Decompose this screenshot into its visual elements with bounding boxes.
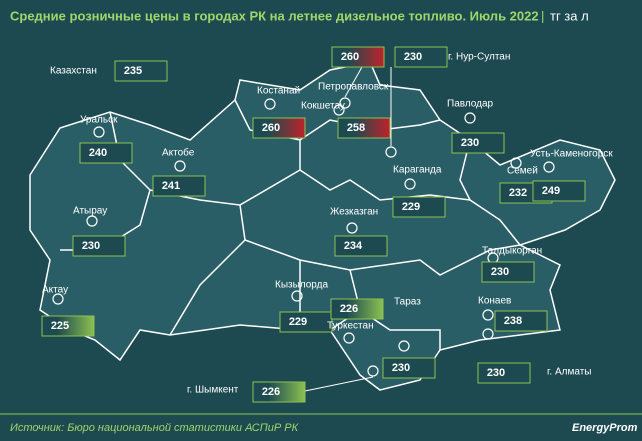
city-marker [404, 178, 416, 190]
source: Источник: Бюро национальной статистики А… [10, 422, 299, 434]
city-name: Актау [42, 285, 68, 296]
city-name: Семей [507, 166, 538, 177]
city-marker [464, 112, 476, 124]
price-box [114, 60, 168, 82]
price-box [481, 261, 535, 283]
city-name: Талдыкорган [482, 246, 542, 257]
city-name: Актобе [162, 147, 195, 159]
city-name: Туркестан [327, 321, 374, 332]
city-marker [93, 126, 105, 138]
price-value: 258 [347, 122, 365, 134]
city-name: Конаев [478, 296, 511, 307]
city-name: г. Шымкент [187, 385, 239, 396]
price-value: 249 [542, 185, 560, 197]
city-marker [367, 365, 379, 377]
city-marker [174, 160, 186, 172]
price-box [382, 357, 436, 379]
title-divider: | [541, 8, 544, 23]
city-name: Караганда [393, 165, 442, 176]
price-value: 225 [51, 320, 69, 332]
price-value: 230 [461, 137, 479, 149]
unit: тг за л [550, 8, 589, 23]
city-marker [339, 97, 351, 109]
city-name: Павлодар [447, 99, 494, 110]
price-box [79, 142, 133, 164]
city-name: Кызылорда [275, 280, 328, 291]
price-box [41, 315, 95, 337]
price-box [279, 311, 333, 333]
price-box [337, 117, 391, 139]
city-name: г. Алматы [547, 367, 591, 378]
city-marker [52, 293, 64, 305]
city-name: Атырау [73, 206, 107, 217]
price-box [334, 235, 388, 257]
city-marker [291, 290, 303, 302]
price-value: 260 [341, 51, 359, 63]
city-name: Жезказган [330, 207, 378, 218]
leader-line [344, 66, 363, 98]
city-name: Тараз [394, 297, 421, 308]
price-box [331, 46, 385, 68]
price-value: 232 [509, 187, 527, 199]
title: Средние розничные цены в городах РК на л… [10, 8, 539, 23]
city-marker [398, 340, 410, 352]
city-name: Усть-Каменогорск [530, 149, 613, 160]
price-value: 230 [487, 367, 505, 379]
city-name: Костанай [257, 86, 300, 97]
city-marker [482, 328, 494, 340]
price-value: 230 [392, 362, 410, 374]
city-name: Казахстан [50, 66, 97, 77]
city-name: Уральск [80, 115, 118, 126]
price-value: 238 [504, 315, 522, 327]
cities: Казахстан 235 Уральск 240 Актобе 241 Атырау 230… [41, 46, 613, 403]
price-box [394, 46, 448, 68]
city-name: г. Нур-Султан [448, 52, 510, 63]
price-box [451, 132, 505, 154]
leader-line [304, 376, 374, 392]
logo: EnergyProm [572, 422, 638, 434]
price-value: 260 [262, 122, 280, 134]
city-marker [543, 161, 555, 173]
price-value: 241 [162, 180, 180, 192]
price-box [532, 180, 586, 202]
price-box [330, 298, 384, 320]
price-box [252, 117, 306, 139]
city-marker [264, 98, 276, 110]
price-box [477, 362, 531, 384]
price-value: 230 [82, 240, 100, 252]
price-value: 226 [262, 386, 280, 398]
price-value: 226 [340, 303, 358, 315]
city-marker [86, 215, 98, 227]
city-marker [333, 104, 345, 116]
city-marker [482, 309, 494, 321]
price-box [252, 381, 306, 403]
price-value: 230 [491, 266, 509, 278]
price-value: 234 [344, 240, 363, 252]
price-value: 229 [289, 316, 307, 328]
price-box [152, 175, 206, 197]
city-name: Петропавловск [318, 82, 389, 93]
city-name: Кокшетау [301, 101, 345, 112]
city-marker [346, 222, 358, 234]
price-box [494, 310, 548, 332]
city-marker [343, 332, 355, 344]
city-marker [510, 157, 522, 169]
price-box [392, 196, 446, 218]
price-value: 235 [124, 65, 142, 77]
price-box [72, 235, 126, 257]
city-marker [385, 146, 397, 158]
price-value: 229 [402, 201, 420, 213]
price-value: 230 [404, 51, 422, 63]
price-value: 240 [89, 147, 107, 159]
